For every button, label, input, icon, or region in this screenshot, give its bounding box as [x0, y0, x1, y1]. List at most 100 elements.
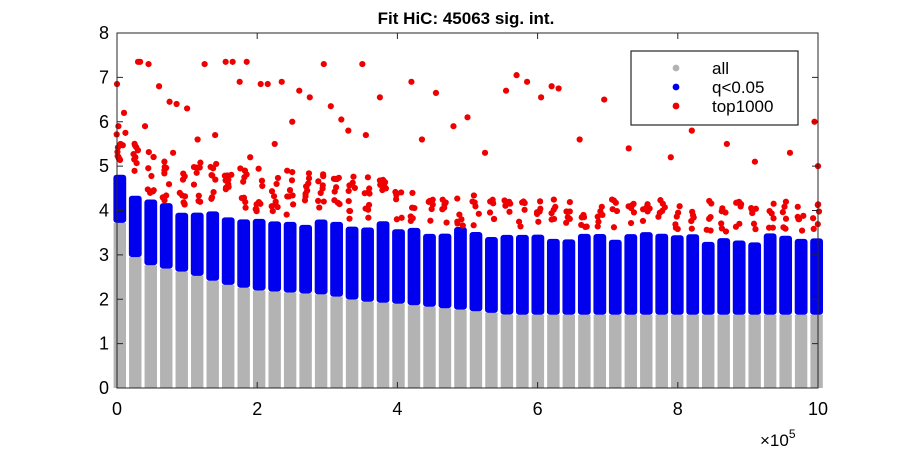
top1000-point	[193, 164, 200, 171]
all-column	[624, 314, 637, 388]
top1000-point	[130, 150, 137, 158]
q005-column	[500, 234, 514, 315]
top1000-point	[427, 217, 434, 224]
y-tick-label: 6	[99, 112, 109, 132]
top1000-point	[336, 200, 343, 208]
q005-column	[779, 235, 793, 315]
all-column	[686, 314, 699, 388]
top1000-point	[364, 174, 371, 181]
top1000-point	[502, 87, 510, 94]
y-tick-label: 4	[99, 201, 109, 221]
top1000-point	[393, 216, 400, 223]
top1000-point	[535, 218, 542, 225]
top1000-point	[688, 127, 695, 134]
all-column	[671, 314, 684, 388]
top1000-point	[179, 192, 186, 199]
top1000-point	[255, 165, 262, 172]
all-column	[531, 314, 545, 388]
top1000-point	[180, 170, 187, 177]
top1000-point	[707, 227, 714, 234]
top1000-point	[673, 213, 680, 220]
top1000-point	[513, 72, 520, 79]
top1000-point	[521, 199, 528, 207]
top1000-point	[456, 211, 463, 218]
q005-column	[144, 199, 158, 266]
top1000-point	[470, 222, 477, 229]
top1000-point	[350, 173, 357, 180]
top1000-point	[595, 218, 602, 225]
top1000-point	[376, 94, 383, 101]
top1000-point	[247, 154, 254, 161]
all-column	[516, 314, 529, 388]
x-exponent-base: ×10	[760, 431, 789, 450]
top1000-point	[454, 195, 461, 202]
top1000-point	[533, 209, 541, 216]
top1000-point	[464, 114, 471, 121]
legend-marker	[672, 64, 680, 72]
top1000-point	[362, 131, 369, 139]
legend-marker	[672, 102, 680, 110]
top1000-point	[770, 215, 777, 222]
all-column	[376, 302, 390, 388]
top1000-point	[145, 165, 152, 172]
top1000-point	[122, 129, 129, 136]
top1000-point	[657, 197, 664, 204]
top1000-point	[628, 202, 636, 209]
top1000-point	[165, 181, 173, 188]
all-column	[283, 292, 297, 388]
top1000-point	[752, 205, 759, 212]
top1000-point	[523, 78, 531, 85]
top1000-point	[737, 203, 744, 210]
top1000-point	[599, 211, 606, 219]
top1000-point	[270, 193, 278, 200]
top1000-point	[273, 180, 280, 188]
x-tick-label: 6	[533, 399, 543, 419]
top1000-point	[639, 217, 647, 225]
top1000-point	[470, 192, 477, 199]
top1000-point	[241, 174, 248, 181]
top1000-point	[278, 78, 285, 85]
q005-column	[361, 227, 374, 302]
top1000-point	[155, 83, 163, 90]
all-column	[175, 271, 188, 388]
top1000-point	[238, 194, 245, 202]
all-column	[330, 296, 343, 388]
top1000-point	[236, 78, 243, 85]
all-column	[407, 305, 421, 388]
top1000-point	[429, 201, 436, 208]
top1000-point	[782, 225, 789, 232]
top1000-point	[594, 223, 601, 230]
top1000-point	[195, 192, 202, 199]
top1000-point	[627, 219, 635, 227]
q005-column	[577, 233, 591, 315]
top1000-point	[166, 98, 173, 105]
top1000-point	[794, 203, 801, 210]
q005-column	[252, 218, 266, 291]
top1000-point	[815, 208, 823, 215]
x-tick-label: 0	[112, 399, 122, 419]
top1000-point	[521, 206, 528, 213]
legend-label: q<0.05	[712, 78, 764, 97]
all-column	[702, 314, 715, 388]
legend-marker	[672, 83, 680, 91]
all-column	[314, 294, 328, 388]
top1000-point	[207, 163, 214, 171]
top1000-point	[548, 83, 555, 90]
q005-column	[546, 238, 560, 315]
top1000-point	[749, 209, 756, 217]
top1000-point	[362, 205, 369, 212]
top1000-point	[331, 188, 338, 195]
top1000-point	[439, 206, 446, 213]
q005-column	[593, 233, 607, 315]
all-column	[578, 314, 591, 388]
top1000-point	[131, 156, 138, 163]
all-column	[779, 314, 792, 388]
all-column	[655, 314, 668, 388]
top1000-point	[630, 209, 638, 216]
top1000-point	[315, 178, 322, 185]
y-tick-label: 7	[99, 67, 109, 87]
q005-column	[159, 203, 173, 269]
x-tick-label: 4	[392, 399, 402, 419]
top1000-point	[625, 145, 632, 152]
